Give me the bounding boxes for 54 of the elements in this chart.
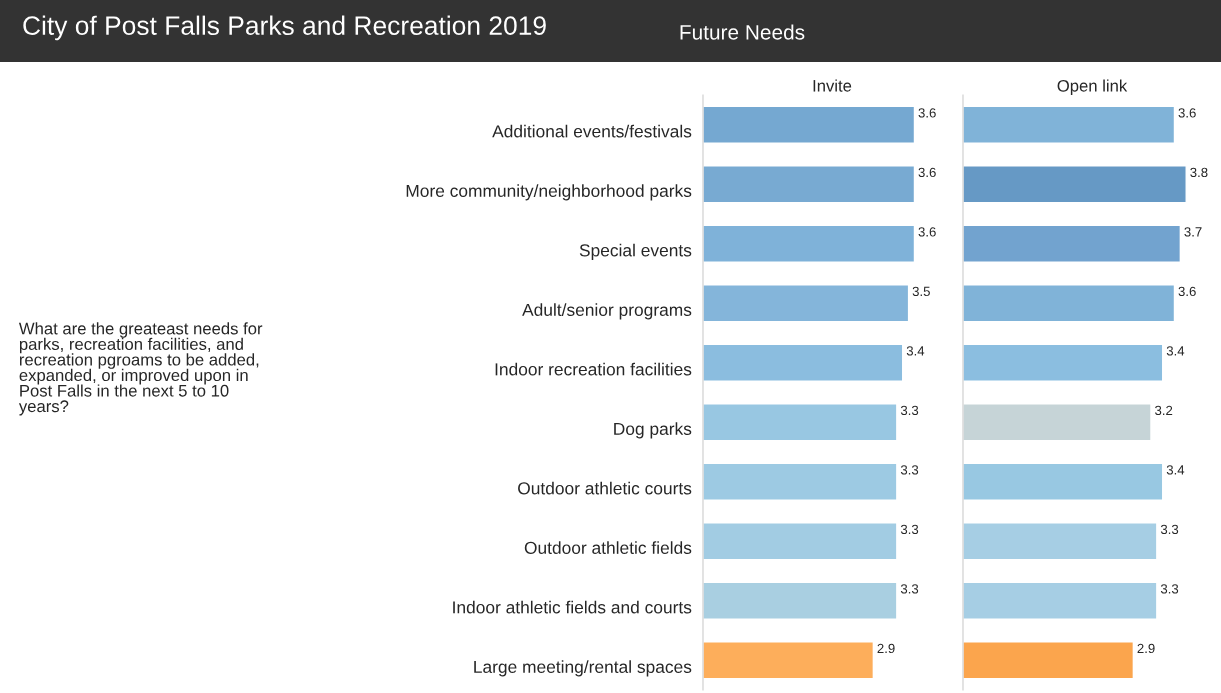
data-label: 3.6 [1178,108,1196,118]
chart-title: Invite [813,79,852,92]
y-tick-label: Additional events/festivals [492,124,692,138]
bar [963,105,1176,144]
data-label: 3.4 [1166,465,1185,475]
data-label: 3.6 [918,167,936,178]
text: What are the greateast needs for parks, recreation facilities, and recreation pgroams to be added, expanded, or improved upon in Post Falls in the next 5 to 10 years? [18,322,263,416]
bar [703,522,898,561]
y-tick-label: Dog parks [614,422,692,439]
data-label: 3.2 [1155,405,1173,416]
y-tick-label: More community/neighborhood parks [406,184,692,201]
y-tick-label: Adult/senior programs [522,303,692,320]
y-tick-label: Outdoor athletic courts [518,481,692,495]
bar [963,284,1176,323]
bar [963,641,1135,680]
bar [703,581,898,620]
data-label: 3.8 [1190,167,1208,178]
bar [703,641,875,680]
bar [703,105,916,144]
data-label: 3.5 [912,286,930,297]
bar [963,522,1158,561]
data-label: 3.6 [918,227,936,237]
y-tick-label: Special events [579,243,692,260]
data-label: 3.3 [1160,524,1179,535]
bar [703,224,916,263]
data-label: 3.3 [900,524,919,535]
text: City of Post Falls Parks and Recreation 2019 [23,15,546,41]
chart-title: Open link [1057,79,1128,95]
bar [963,462,1164,501]
data-label: 3.4 [906,346,925,356]
y-tick-label: Indoor athletic fields and courts [453,600,692,614]
text: Future Needs [680,24,805,40]
data-label: 3.6 [1178,286,1196,297]
bar [703,165,916,204]
data-label: 3.7 [1184,227,1202,237]
bar [703,462,898,501]
bar [703,343,904,382]
bar [963,343,1164,382]
bar [703,403,898,442]
y-tick-label: Indoor recreation facilities [495,362,692,376]
data-label: 2.9 [1137,643,1155,654]
bar [703,284,910,323]
data-label: 3.4 [1166,346,1185,356]
data-label: 3.3 [900,405,919,416]
bar [963,224,1182,263]
data-label: 3.6 [918,108,936,118]
data-label: 3.3 [900,465,919,475]
data-label: 2.9 [877,643,895,654]
y-tick-label: Outdoor athletic fields [524,541,692,554]
bar [963,165,1187,204]
data-label: 3.3 [1160,584,1179,594]
data-label: 3.3 [900,584,919,594]
y-tick-label: Large meeting/rental spaces [474,660,692,677]
bar [963,581,1158,620]
